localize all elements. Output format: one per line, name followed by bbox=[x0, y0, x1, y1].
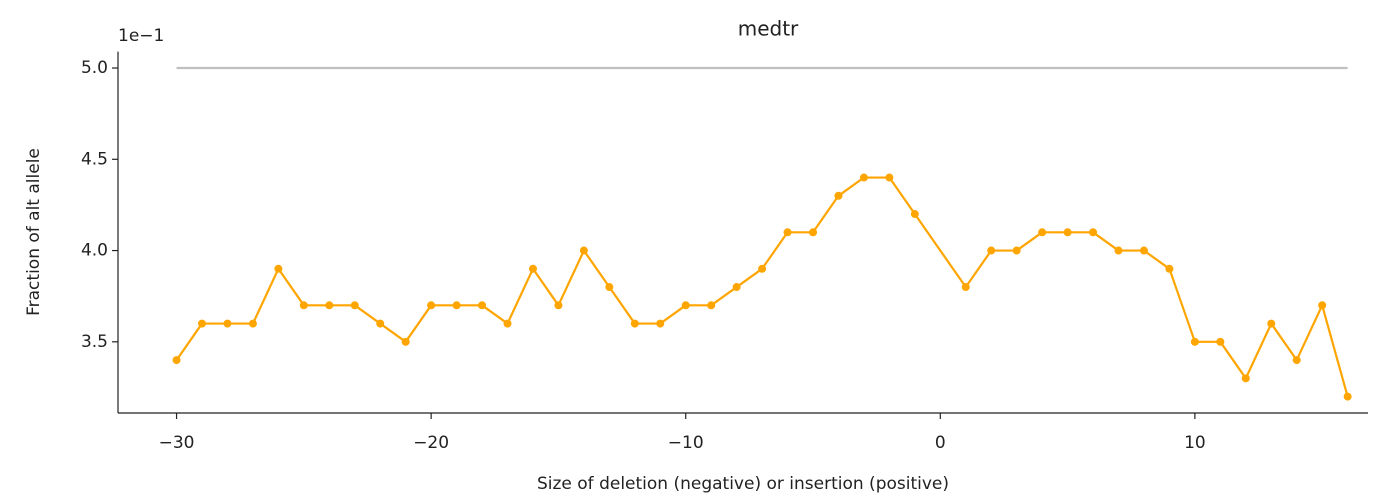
point bbox=[1216, 337, 1225, 346]
point bbox=[299, 301, 308, 310]
line bbox=[175, 176, 1349, 397]
point bbox=[783, 228, 792, 237]
point bbox=[1190, 337, 1199, 346]
chart-title: medtr bbox=[738, 17, 799, 41]
x-tick-label: 0 bbox=[935, 433, 946, 453]
x-axis-label: Size of deletion (negative) or insertion… bbox=[537, 474, 949, 494]
x-tick-label: −20 bbox=[413, 433, 449, 453]
point bbox=[528, 264, 537, 273]
point bbox=[325, 301, 334, 310]
point bbox=[1318, 301, 1327, 310]
point bbox=[1139, 246, 1148, 255]
x-tick-label: 10 bbox=[1184, 433, 1206, 453]
point bbox=[707, 301, 716, 310]
y-axis-label: Fraction of alt allele bbox=[24, 148, 44, 316]
point bbox=[732, 283, 741, 292]
point bbox=[452, 301, 461, 310]
point bbox=[248, 319, 257, 328]
point bbox=[681, 301, 690, 310]
point bbox=[350, 301, 359, 310]
point bbox=[1165, 264, 1174, 273]
y-offset-label: 1e−1 bbox=[118, 26, 164, 46]
point bbox=[1267, 319, 1276, 328]
point bbox=[834, 191, 843, 200]
point bbox=[172, 356, 181, 365]
point bbox=[1114, 246, 1123, 255]
point bbox=[376, 319, 385, 328]
point bbox=[223, 319, 232, 328]
point bbox=[859, 173, 868, 182]
point bbox=[961, 283, 970, 292]
y-tick-label: 4.5 bbox=[81, 149, 108, 169]
point bbox=[1343, 392, 1352, 401]
point bbox=[478, 301, 487, 310]
point bbox=[554, 301, 563, 310]
y-tick-label: 3.5 bbox=[81, 332, 108, 352]
y-tick-label: 4.0 bbox=[81, 241, 108, 261]
point bbox=[1292, 356, 1301, 365]
point bbox=[885, 173, 894, 182]
point bbox=[427, 301, 436, 310]
point bbox=[503, 319, 512, 328]
point bbox=[605, 283, 614, 292]
point bbox=[630, 319, 639, 328]
point bbox=[758, 264, 767, 273]
point bbox=[809, 228, 818, 237]
point bbox=[1063, 228, 1072, 237]
point bbox=[1012, 246, 1021, 255]
point bbox=[1241, 374, 1250, 383]
point bbox=[198, 319, 207, 328]
point bbox=[1038, 228, 1047, 237]
point bbox=[987, 246, 996, 255]
point bbox=[1089, 228, 1098, 237]
point bbox=[579, 246, 588, 255]
x-tick-label: −10 bbox=[668, 433, 704, 453]
point bbox=[274, 264, 283, 273]
point bbox=[401, 337, 410, 346]
point bbox=[910, 210, 919, 219]
x-tick-label: −30 bbox=[159, 433, 195, 453]
y-tick-label: 5.0 bbox=[81, 58, 108, 78]
point bbox=[656, 319, 665, 328]
